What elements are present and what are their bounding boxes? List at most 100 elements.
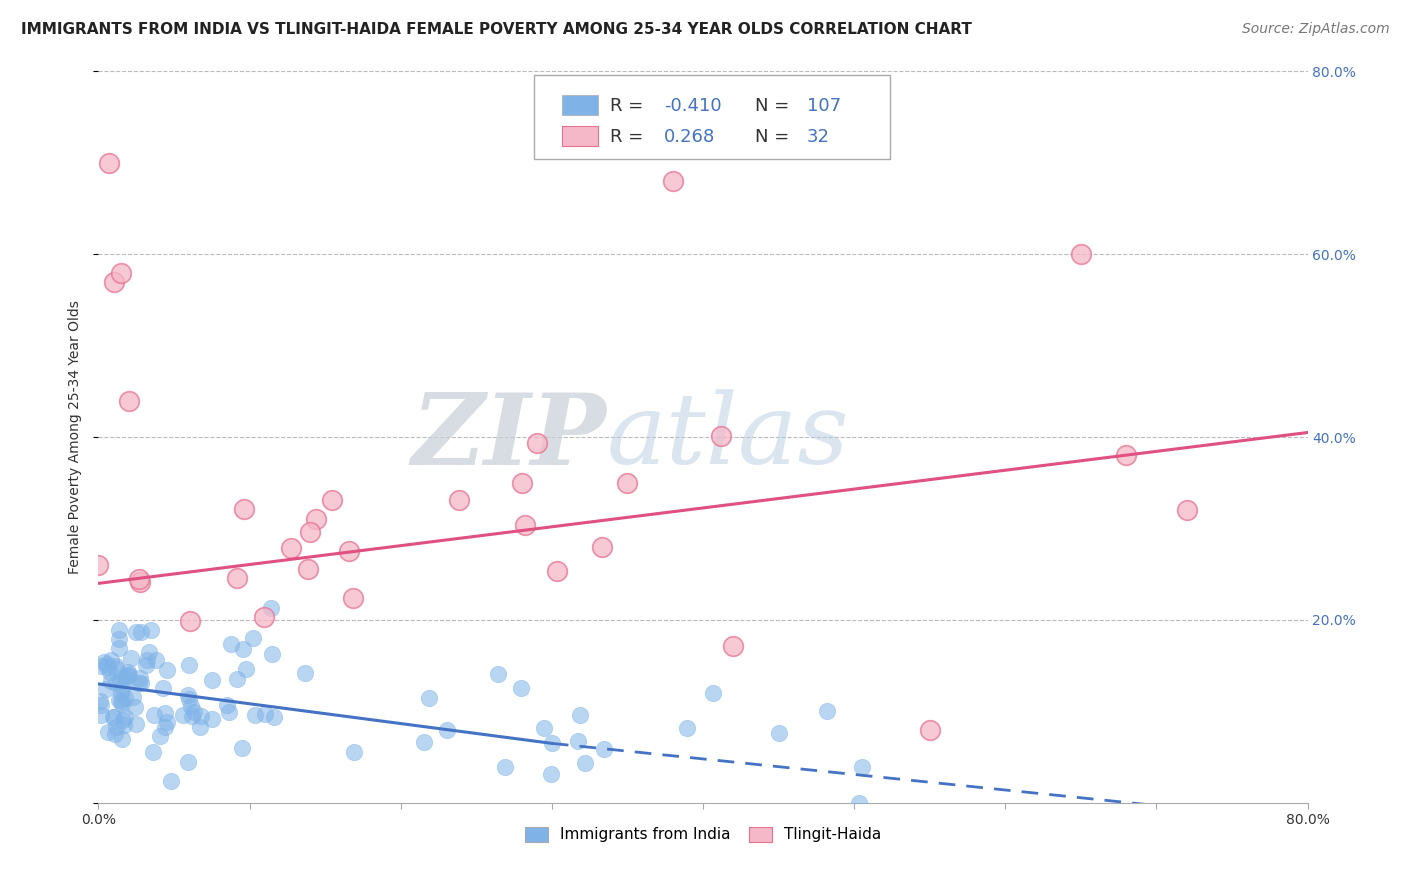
Point: [172, 708, 194, 723]
Point: [253, 707, 276, 722]
Point: [110, 686, 132, 700]
Point: [546, 564, 568, 578]
Point: [139, 623, 162, 637]
Text: R =: R =: [610, 96, 643, 115]
Point: [97, 724, 120, 739]
Point: [321, 492, 343, 507]
Point: [129, 624, 152, 639]
Point: [533, 721, 555, 735]
Point: [225, 672, 247, 686]
Point: [118, 393, 141, 408]
Point: [105, 662, 128, 676]
Point: [94, 682, 117, 697]
Point: [114, 691, 136, 706]
Point: [179, 699, 201, 714]
Text: 32: 32: [807, 128, 830, 146]
Point: [721, 640, 744, 654]
Point: [226, 571, 249, 585]
Point: [510, 475, 533, 490]
Point: [221, 638, 243, 652]
Point: [177, 689, 200, 703]
Point: [142, 707, 165, 722]
Point: [1175, 503, 1198, 517]
Point: [1115, 448, 1137, 462]
Point: [125, 624, 148, 639]
Text: Source: ZipAtlas.com: Source: ZipAtlas.com: [1241, 22, 1389, 37]
Point: [93, 655, 115, 669]
Legend: Immigrants from India, Tlingit-Haida: Immigrants from India, Tlingit-Haida: [517, 819, 889, 850]
Point: [183, 705, 205, 719]
Point: [710, 429, 733, 443]
Point: [138, 645, 160, 659]
Point: [1070, 247, 1092, 261]
Text: 0.268: 0.268: [664, 128, 716, 146]
Point: [851, 760, 873, 774]
Point: [90, 659, 112, 673]
Point: [179, 692, 201, 706]
Point: [110, 674, 132, 689]
Point: [87, 558, 110, 573]
Point: [129, 672, 152, 686]
Point: [190, 709, 212, 723]
Point: [153, 720, 176, 734]
Point: [342, 591, 364, 606]
Point: [115, 669, 138, 683]
Point: [131, 675, 153, 690]
Point: [412, 735, 434, 749]
Point: [232, 641, 254, 656]
Point: [918, 723, 941, 737]
Point: [104, 720, 127, 734]
Point: [243, 708, 266, 723]
Point: [90, 698, 112, 712]
Point: [509, 681, 531, 695]
Point: [108, 632, 131, 647]
Point: [593, 742, 616, 756]
Point: [128, 574, 150, 589]
Point: [218, 705, 240, 719]
Point: [104, 659, 127, 673]
Point: [107, 692, 129, 706]
Point: [436, 723, 458, 738]
Point: [675, 722, 697, 736]
Bar: [561, 95, 598, 114]
Point: [96, 660, 118, 674]
Point: [343, 745, 366, 759]
Point: [494, 759, 516, 773]
Point: [89, 694, 111, 708]
Point: [114, 710, 136, 724]
Point: [135, 657, 157, 672]
Point: [768, 726, 790, 740]
Point: [128, 572, 150, 586]
Point: [540, 767, 562, 781]
Text: ZIP: ZIP: [412, 389, 606, 485]
Point: [263, 710, 285, 724]
Point: [526, 436, 548, 450]
Point: [574, 756, 596, 770]
Point: [242, 631, 264, 645]
Text: -0.410: -0.410: [664, 96, 721, 115]
Point: [111, 681, 134, 696]
Point: [305, 511, 328, 525]
Point: [201, 673, 224, 688]
Point: [702, 686, 724, 700]
Point: [108, 641, 131, 656]
Point: [848, 796, 870, 810]
Point: [136, 653, 159, 667]
Y-axis label: Female Poverty Among 25-34 Year Olds: Female Poverty Among 25-34 Year Olds: [69, 300, 83, 574]
Point: [231, 741, 253, 756]
Point: [96, 657, 118, 671]
Point: [103, 710, 125, 724]
Point: [111, 732, 134, 747]
Point: [515, 517, 537, 532]
Point: [117, 668, 139, 682]
Point: [815, 704, 838, 718]
Point: [337, 544, 360, 558]
Text: 107: 107: [807, 96, 841, 115]
Text: atlas: atlas: [606, 390, 849, 484]
Text: IMMIGRANTS FROM INDIA VS TLINGIT-HAIDA FEMALE POVERTY AMONG 25-34 YEAR OLDS CORR: IMMIGRANTS FROM INDIA VS TLINGIT-HAIDA F…: [21, 22, 972, 37]
Point: [217, 698, 239, 713]
Point: [541, 736, 564, 750]
Point: [447, 492, 470, 507]
Point: [177, 657, 200, 672]
Point: [110, 694, 132, 708]
